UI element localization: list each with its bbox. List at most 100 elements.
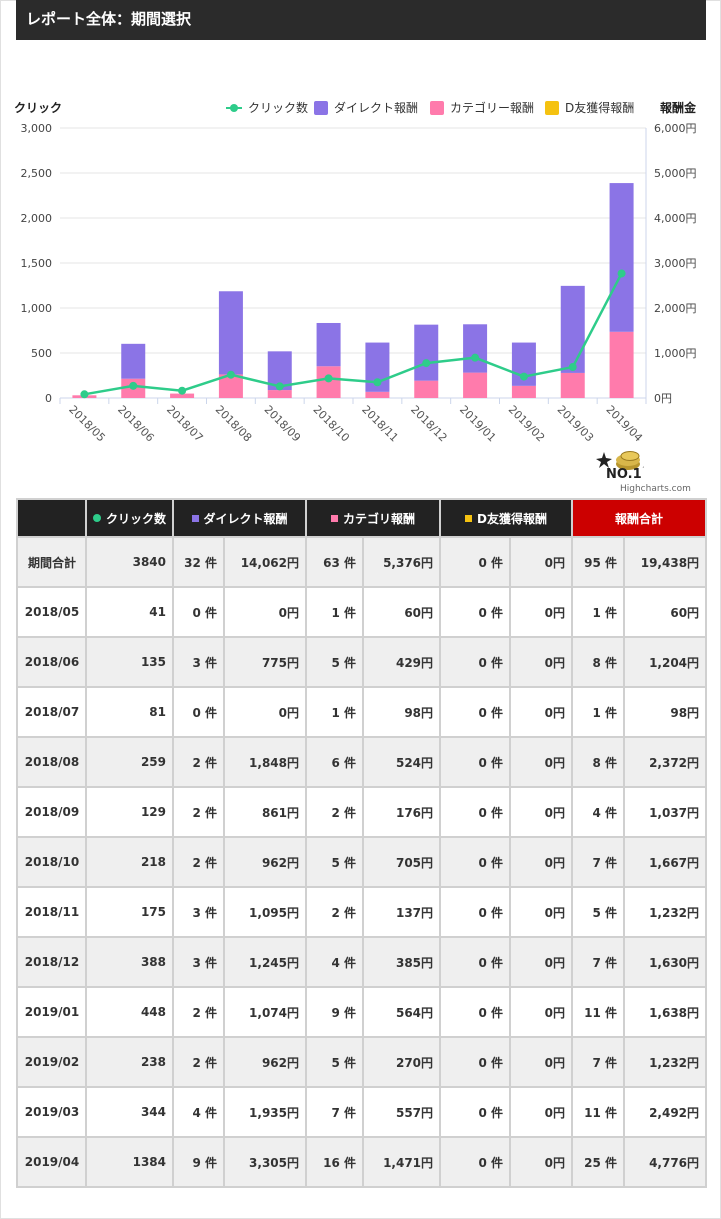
cell-dfriend-amount: 0円 [509, 586, 574, 638]
cell-category-amount: 429円 [362, 636, 442, 688]
click-point [178, 386, 187, 395]
x-tick-label: 2018/11 [359, 403, 401, 445]
cell-category-amount: 98円 [362, 686, 442, 738]
cell-direct-amount: 962円 [222, 836, 308, 888]
cell-total-count: 7 件 [571, 836, 626, 888]
cell-category-amount: 385円 [362, 936, 442, 988]
table-row: 2018/09 129 2 件 861円 2 件 176円 0 件 0円 4 件 1,037円 [16, 786, 708, 838]
header-category: カテゴリ報酬 [305, 498, 442, 538]
bar-direct [121, 343, 146, 379]
category-legend-icon [331, 514, 339, 522]
cell-clicks: 129 [85, 786, 174, 838]
legend-swatch-icon [545, 101, 559, 115]
cell-total-amount: 19,438円 [623, 536, 708, 588]
cell-dfriend-count: 0 件 [439, 686, 512, 738]
cell-total-count: 4 件 [571, 786, 626, 838]
cell-dfriend-amount: 0円 [509, 536, 574, 588]
cell-total-amount: 2,492円 [623, 1086, 708, 1138]
cell-direct-count: 2 件 [172, 786, 225, 838]
cell-clicks: 1384 [85, 1136, 174, 1188]
cell-dfriend-count: 0 件 [439, 836, 512, 888]
y-left-tick-label: 3,000 [21, 122, 53, 135]
highcharts-credit[interactable]: ✦ NO.1 Highcharts.com [592, 450, 702, 496]
legend-item-clicks: クリック数 [226, 100, 308, 115]
table-row-period-total: 期間合計 3840 32 件 14,062円 63 件 5,376円 0 件 0円 95 件 19… [16, 536, 708, 588]
cell-dfriend-count: 0 件 [439, 986, 512, 1038]
bar-category [365, 391, 390, 398]
click-point [275, 382, 284, 391]
cell-category-amount: 270円 [362, 1036, 442, 1088]
table-row: 2019/02 238 2 件 962円 5 件 270円 0 件 0円 7 件 1,232円 [16, 1036, 708, 1088]
cell-total-count: 7 件 [571, 1036, 626, 1088]
click-point [471, 353, 480, 362]
click-point [519, 372, 528, 381]
cell-direct-amount: 1,074円 [222, 986, 308, 1038]
click-point [373, 378, 382, 387]
cell-direct-amount: 1,935円 [222, 1086, 308, 1138]
bar-category [463, 372, 488, 398]
row-label: 期間合計 [16, 536, 87, 588]
svg-text:✦: ✦ [642, 463, 644, 472]
cell-total-amount: 1,638円 [623, 986, 708, 1038]
row-label: 2019/04 [16, 1136, 87, 1188]
y-left-tick-label: 500 [31, 347, 52, 360]
cell-total-count: 11 件 [571, 986, 626, 1038]
cell-dfriend-amount: 0円 [509, 886, 574, 938]
cell-clicks: 388 [85, 936, 174, 988]
medal-icon: ✦ [596, 451, 644, 472]
cell-total-count: 11 件 [571, 1086, 626, 1138]
table-row: 2018/12 388 3 件 1,245円 4 件 385円 0 件 0円 7 件 1,630円 [16, 936, 708, 988]
row-label: 2019/03 [16, 1086, 87, 1138]
cell-dfriend-count: 0 件 [439, 586, 512, 638]
table-row: 2018/06 135 3 件 775円 5 件 429円 0 件 0円 8 件 1,204円 [16, 636, 708, 688]
chart-click-line [80, 269, 626, 399]
x-tick-label: 2018/07 [164, 403, 206, 445]
cell-total-amount: 60円 [623, 586, 708, 638]
cell-dfriend-amount: 0円 [509, 836, 574, 888]
cell-category-amount: 705円 [362, 836, 442, 888]
row-label: 2018/12 [16, 936, 87, 988]
credit-site[interactable]: Highcharts.com [620, 484, 691, 494]
y-right-tick-label: 6,000円 [654, 122, 697, 135]
cell-clicks: 175 [85, 886, 174, 938]
row-label: 2019/01 [16, 986, 87, 1038]
table-header-row: クリック数 ダイレクト報酬 カテゴリ報酬 D友獲得報酬 報酬合計 [16, 498, 708, 538]
cell-dfriend-amount: 0円 [509, 1136, 574, 1188]
cell-dfriend-amount: 0円 [509, 1036, 574, 1088]
x-tick-label: 2019/02 [506, 403, 548, 445]
cell-clicks: 135 [85, 636, 174, 688]
cell-dfriend-amount: 0円 [509, 936, 574, 988]
cell-dfriend-count: 0 件 [439, 786, 512, 838]
chart-legend[interactable]: クリック数 ダイレクト報酬 カテゴリー報酬 D友獲得報酬 [226, 100, 634, 115]
table-row: 2018/05 41 0 件 0円 1 件 60円 0 件 0円 1 件 60円 [16, 586, 708, 638]
cell-category-amount: 1,471円 [362, 1136, 442, 1188]
bar-category [218, 374, 243, 398]
table-row: 2018/11 175 3 件 1,095円 2 件 137円 0 件 0円 5 件 1,232円 [16, 886, 708, 938]
chart-bars [72, 183, 634, 398]
y-left-tick-label: 1,000 [21, 302, 53, 315]
legend-item: D友獲得報酬 [545, 100, 634, 115]
cell-category-amount: 137円 [362, 886, 442, 938]
bar-category [511, 385, 536, 398]
y-right-tick-label: 0円 [654, 392, 672, 405]
y-left-tick-label: 2,000 [21, 212, 53, 225]
cell-dfriend-count: 0 件 [439, 636, 512, 688]
legend-item: ダイレクト報酬 [314, 100, 418, 115]
cell-category-count: 9 件 [305, 986, 365, 1038]
bar-category [609, 331, 634, 398]
cell-total-count: 95 件 [571, 536, 626, 588]
bar-direct [560, 285, 585, 373]
cell-category-count: 16 件 [305, 1136, 365, 1188]
cell-total-amount: 4,776円 [623, 1136, 708, 1188]
cell-category-count: 63 件 [305, 536, 365, 588]
cell-dfriend-count: 0 件 [439, 1036, 512, 1088]
x-tick-label: 2018/10 [310, 403, 352, 445]
legend-marker-icon [230, 104, 238, 112]
cell-direct-amount: 1,848円 [222, 736, 308, 788]
row-label: 2019/02 [16, 1036, 87, 1088]
row-label: 2018/09 [16, 786, 87, 838]
chart-axes: 0 0円 500 1,000円 1,000 2,000円 1,500 3,000円 2,000 4… [14, 100, 697, 444]
cell-dfriend-count: 0 件 [439, 936, 512, 988]
bar-category [267, 390, 292, 398]
cell-category-count: 5 件 [305, 636, 365, 688]
